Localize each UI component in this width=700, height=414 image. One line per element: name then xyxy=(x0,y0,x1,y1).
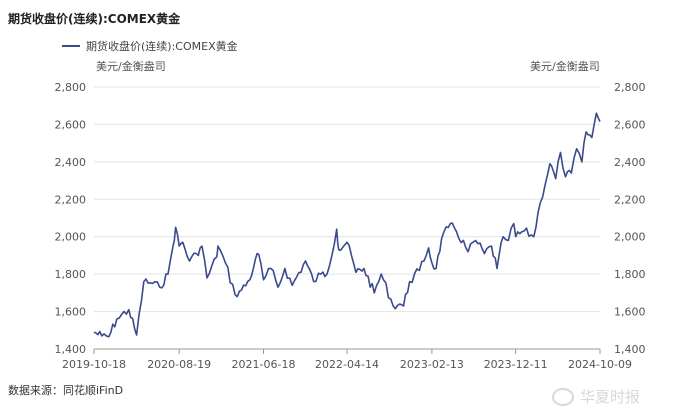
legend-swatch xyxy=(62,45,80,47)
y-tick-label-left: 1,800 xyxy=(55,268,87,281)
x-tick-label: 2023-12-11 xyxy=(484,358,548,371)
watermark: 华夏时报 xyxy=(552,386,640,407)
y-tick-label-right: 2,000 xyxy=(614,231,646,244)
y-tick-label-left: 1,600 xyxy=(55,306,87,319)
data-source-note: 数据来源：同花顺iFinD xyxy=(8,384,124,397)
watermark-text: 华夏时报 xyxy=(580,388,641,406)
y-tick-label-right: 1,400 xyxy=(614,343,646,356)
x-tick-label: 2020-08-19 xyxy=(147,358,211,371)
y-axis-unit-right: 美元/金衡盎司 xyxy=(530,60,600,73)
x-tick-label: 2024-10-09 xyxy=(568,358,632,371)
y-tick-label-left: 2,400 xyxy=(55,156,87,169)
legend: 期货收盘价(连续):COMEX黄金 xyxy=(62,38,238,54)
x-tick-label: 2023-02-13 xyxy=(400,358,464,371)
y-tick-label-right: 2,800 xyxy=(614,81,646,94)
y-tick-label-left: 2,000 xyxy=(55,231,87,244)
y-tick-label-left: 1,400 xyxy=(55,343,87,356)
y-axis-unit-left: 美元/金衡盎司 xyxy=(96,60,166,73)
chart-title: 期货收盘价(连续):COMEX黄金 xyxy=(8,12,181,26)
y-tick-label-right: 2,600 xyxy=(614,118,646,131)
x-tick-label: 2019-10-18 xyxy=(62,358,126,371)
x-tick-label: 2021-06-18 xyxy=(232,358,296,371)
y-tick-label-left: 2,200 xyxy=(55,193,87,206)
y-tick-label-right: 1,800 xyxy=(614,268,646,281)
series-line xyxy=(93,112,601,338)
y-tick-label-left: 2,600 xyxy=(55,118,87,131)
y-tick-label-right: 2,200 xyxy=(614,193,646,206)
y-tick-label-right: 2,400 xyxy=(614,156,646,169)
y-tick-label-left: 2,800 xyxy=(55,81,87,94)
x-tick-label: 2022-04-14 xyxy=(315,358,379,371)
legend-label: 期货收盘价(连续):COMEX黄金 xyxy=(86,40,238,53)
weibo-icon xyxy=(552,387,574,406)
y-tick-label-right: 1,600 xyxy=(614,306,646,319)
